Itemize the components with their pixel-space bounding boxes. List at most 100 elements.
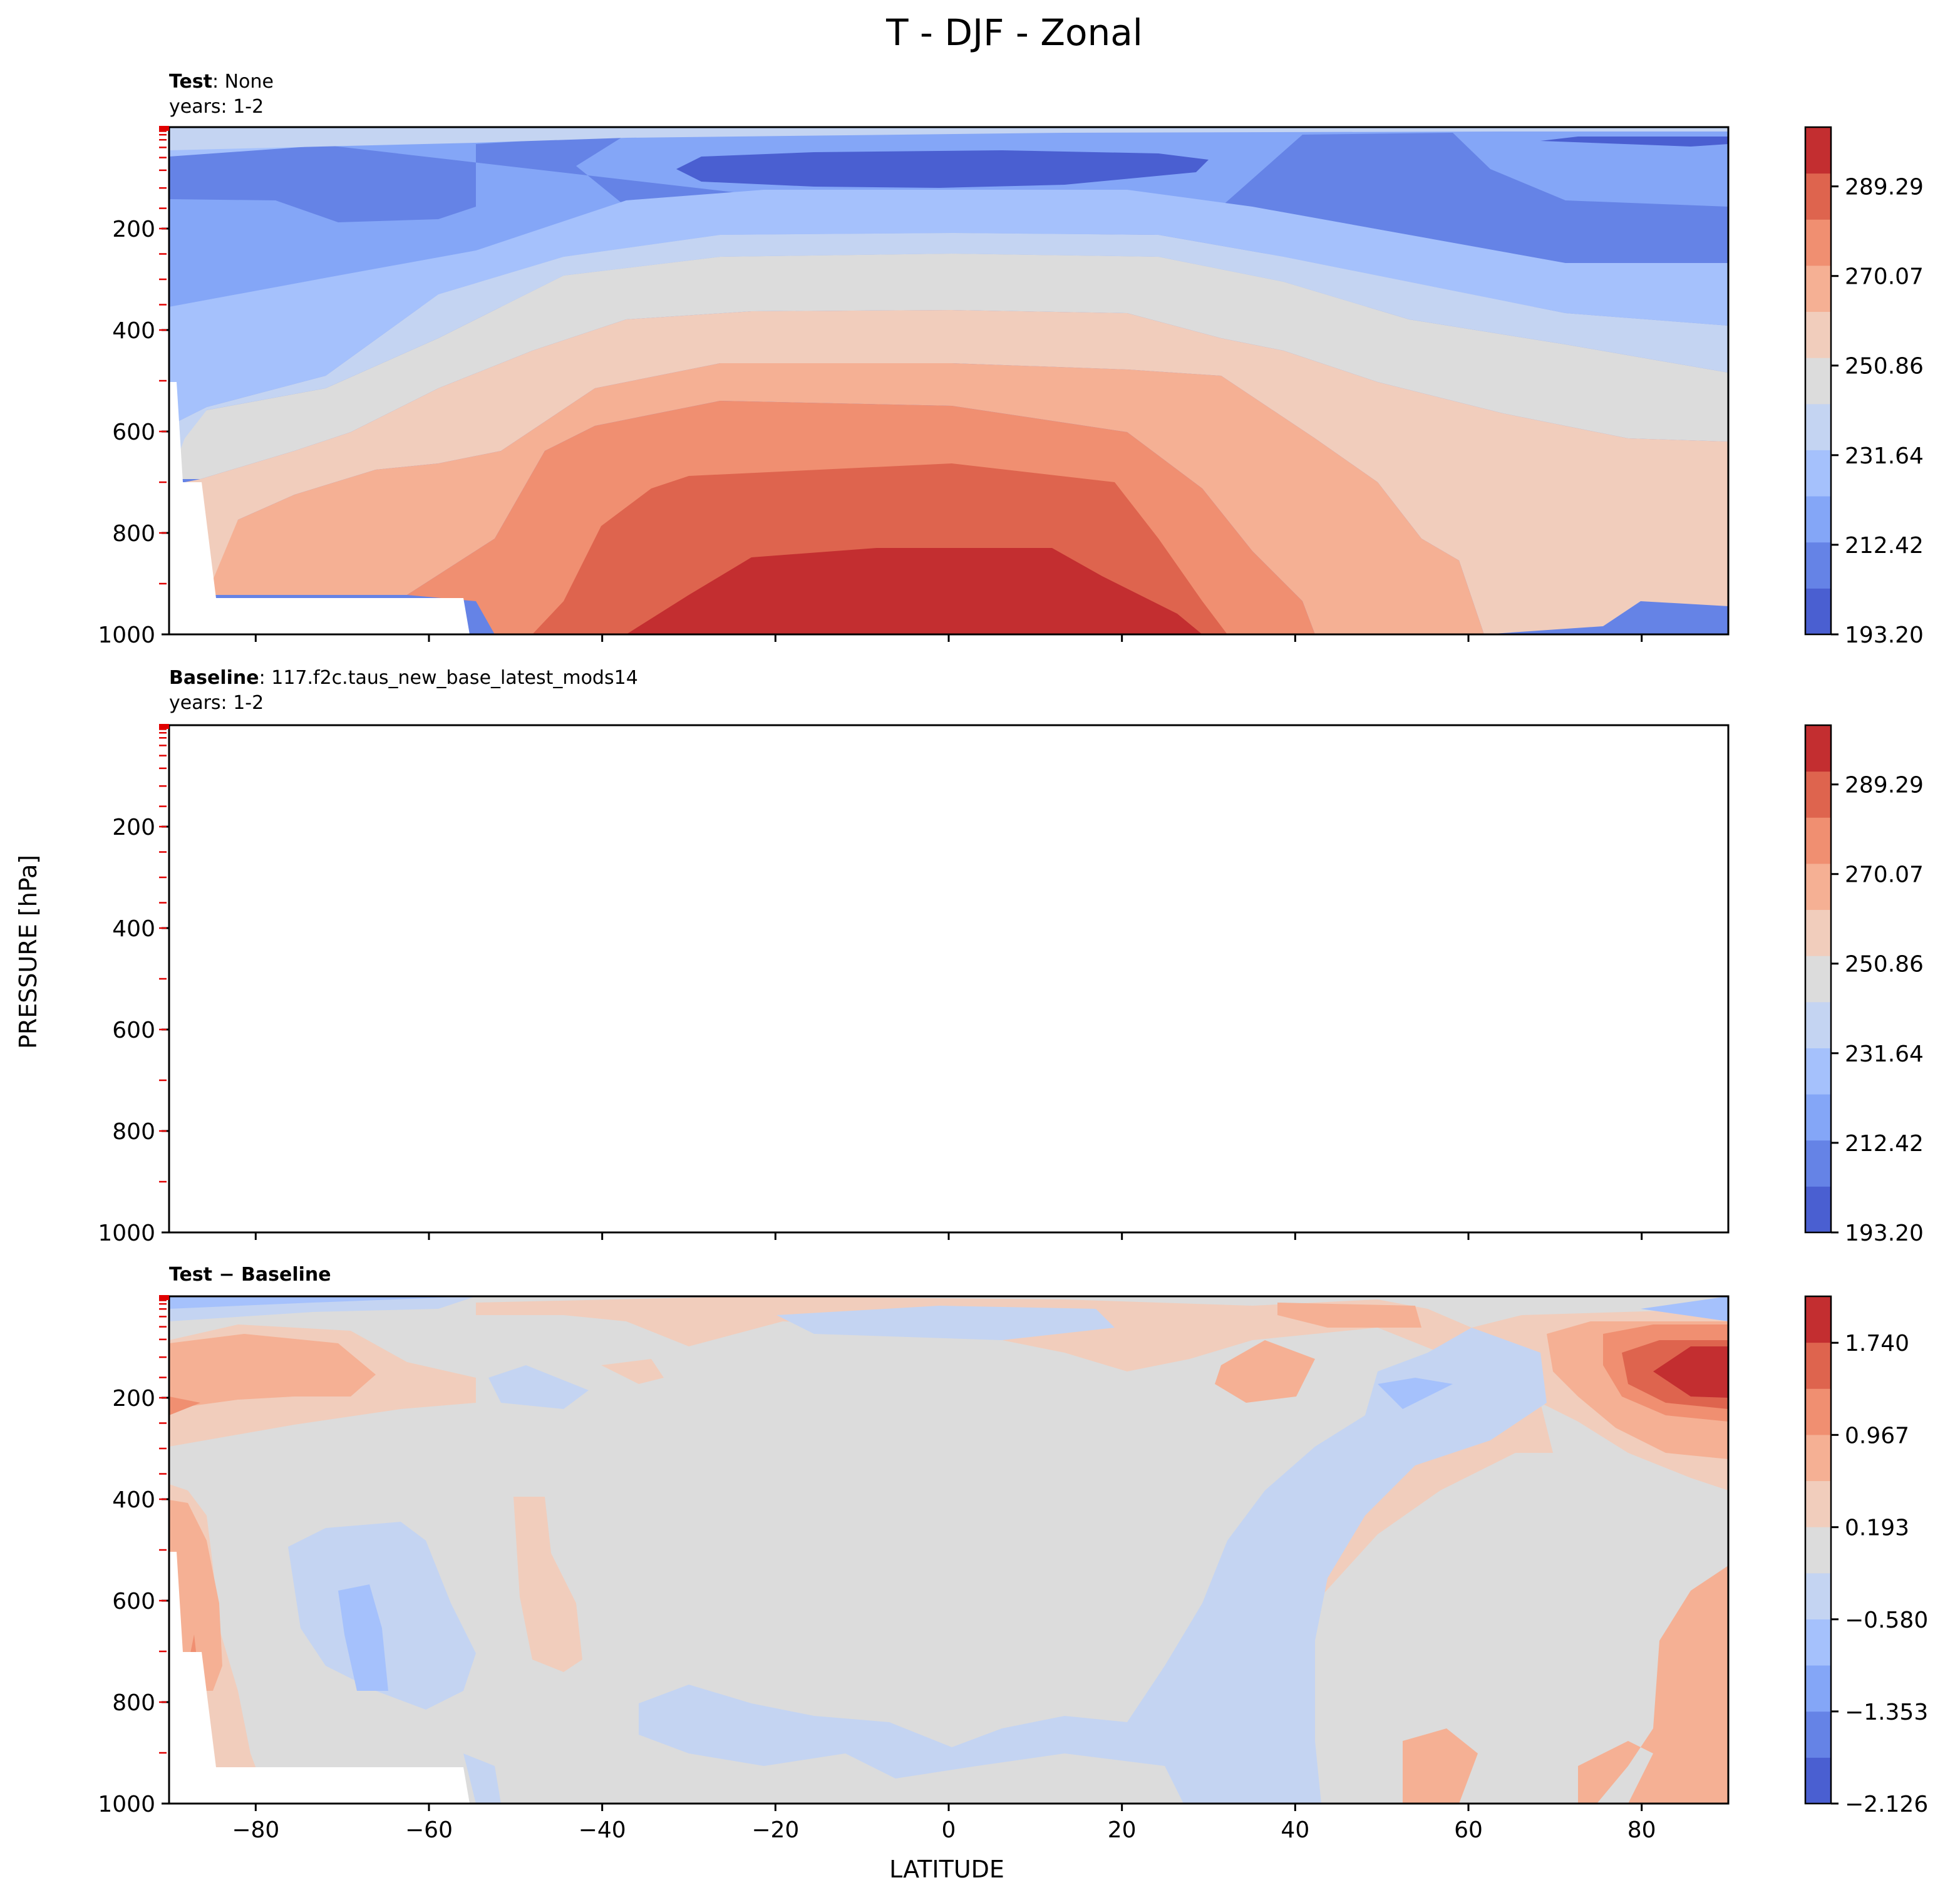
- colorbar-tick-label: −1.353: [1845, 1700, 1928, 1725]
- colorbar-segment: [1805, 588, 1831, 635]
- colorbar-segment: [1805, 311, 1831, 358]
- y-axis-label: PRESSURE [hPa]: [14, 855, 42, 1049]
- colorbar-segment: [1805, 496, 1831, 543]
- figure-title: T - DJF - Zonal: [885, 11, 1143, 54]
- colorbar-segment: [1805, 1757, 1831, 1804]
- y-tick-label: 800: [112, 1119, 155, 1145]
- contour-band-test-11: [676, 137, 1728, 188]
- contour-field-test: [169, 127, 1728, 634]
- colorbar-segment: [1805, 265, 1831, 312]
- x-tick-label: −60: [405, 1817, 453, 1843]
- contour-band-baseline-11: [676, 748, 1209, 786]
- colorbar-segment: [1805, 863, 1831, 911]
- minor-tick-cluster: [159, 724, 169, 729]
- contour-field-baseline: [169, 725, 1728, 1232]
- contour-band-baseline-10: [626, 1146, 1202, 1232]
- contour-band-test-7: [207, 363, 1484, 634]
- colorbar-segment: [1805, 1527, 1831, 1574]
- colorbar-baseline: 193.20 212.42 231.64 250.86 270.07 289.29: [1804, 724, 1924, 1246]
- y-tick-label: 1000: [98, 1792, 155, 1817]
- colorbar-test: 193.20 212.42 231.64 250.86 270.07 289.29: [1804, 126, 1924, 648]
- panel-test-title: Test: None: [169, 71, 274, 93]
- contour-band-baseline-5: [169, 852, 1728, 1077]
- surface-mask-test: [169, 382, 470, 634]
- colorbar-segment: [1805, 1388, 1831, 1435]
- x-tick-label: −20: [751, 1817, 799, 1843]
- panel-baseline: Baseline: 117.f2c.taus_new_base_latest_m…: [98, 667, 1730, 1246]
- colorbar-segment: [1805, 1665, 1831, 1712]
- panel-baseline-subtitle: years: 1-2: [169, 692, 264, 714]
- colorbar-segment: [1805, 358, 1831, 405]
- y-tick-label: 1000: [98, 1221, 155, 1246]
- colorbar-segment: [1805, 1048, 1831, 1095]
- x-tick-label: −80: [232, 1817, 279, 1843]
- contour-band-baseline-3: [169, 725, 1728, 1024]
- colorbar-segment: [1805, 1094, 1831, 1141]
- colorbar-segment: [1805, 127, 1831, 174]
- panel-baseline-title-rest: : 117.f2c.taus_new_base_latest_mods14: [259, 667, 638, 689]
- colorbar-tick-label: 231.64: [1845, 443, 1924, 469]
- x-axis-baseline: [254, 1232, 1643, 1240]
- x-tick-label: 20: [1108, 1817, 1137, 1843]
- colorbar-tick-label: 250.86: [1845, 354, 1924, 379]
- colorbar-segment: [1805, 403, 1831, 450]
- colorbar-segment: [1805, 173, 1831, 220]
- contour-band-difference-7: [169, 1296, 1547, 1804]
- colorbar-tick-label: 212.42: [1845, 533, 1924, 559]
- colorbar-tick-label: −0.580: [1845, 1608, 1928, 1633]
- panel-difference-title: Test − Baseline: [169, 1264, 331, 1286]
- minor-ticks-baseline: [159, 724, 169, 1183]
- contour-band-baseline-8: [407, 999, 1315, 1232]
- y-axis-difference: 200 400 600 800 1000: [98, 1386, 169, 1817]
- panel-test-title-bold: Test: [169, 71, 212, 93]
- colorbar-tick-label: 270.07: [1845, 862, 1924, 888]
- colorbar-segment: [1805, 1001, 1831, 1048]
- contour-field-difference: [169, 1296, 1728, 1804]
- x-axis-difference: −80 −60 −40 −20 0 20 40 60 80: [232, 1804, 1656, 1843]
- colorbar-tick-label: 193.20: [1845, 1221, 1924, 1246]
- contour-band-test-5: [169, 254, 1728, 479]
- colorbar-segment: [1805, 542, 1831, 589]
- colorbar-segment: [1805, 771, 1831, 818]
- x-tick-label: 40: [1281, 1817, 1309, 1843]
- contour-band-test-10: [626, 548, 1202, 634]
- y-tick-label: 1000: [98, 622, 155, 648]
- colorbar-segment: [1805, 450, 1831, 497]
- colorbar-tick-label: 270.07: [1845, 264, 1924, 290]
- colorbar-segment: [1805, 1619, 1831, 1666]
- contour-band-difference-3: [169, 1303, 1728, 1804]
- colorbar-frame: [1804, 1295, 1832, 1805]
- colorbar-segment: [1805, 1140, 1831, 1187]
- colorbar-segment: [1805, 1296, 1831, 1343]
- colorbar-segment: [1805, 1434, 1831, 1482]
- y-tick-label: 600: [112, 1018, 155, 1043]
- x-axis-label: LATITUDE: [889, 1856, 1004, 1883]
- x-tick-label: 0: [942, 1817, 956, 1843]
- colorbar-difference: −2.126 −1.353 −0.580 0.193 0.967 1.740: [1804, 1295, 1928, 1817]
- panel-baseline-title: Baseline: 117.f2c.taus_new_base_latest_m…: [169, 667, 638, 689]
- contour-band-test-3: [169, 127, 1728, 426]
- y-tick-label: 800: [112, 521, 155, 547]
- x-tick-label: 80: [1627, 1817, 1656, 1843]
- colorbar-segment: [1805, 956, 1831, 1003]
- panel-test-title-rest: : None: [212, 71, 274, 93]
- y-tick-label: 200: [112, 815, 155, 840]
- colorbar-segment: [1805, 1711, 1831, 1758]
- x-tick-label: −40: [579, 1817, 626, 1843]
- contour-band-difference-6: [1653, 1346, 1728, 1398]
- colorbar-tick-label: −2.126: [1845, 1792, 1928, 1817]
- colorbar-segment: [1805, 219, 1831, 266]
- contour-band-test-4: [169, 127, 1728, 479]
- x-axis-test: [254, 634, 1643, 642]
- colorbar-frame: [1804, 126, 1832, 636]
- colorbar-tick-label: 0.193: [1845, 1515, 1909, 1541]
- colorbar-tick-label: 0.967: [1845, 1423, 1909, 1448]
- contour-band-baseline-4: [169, 725, 1728, 1077]
- colorbar-segment: [1805, 817, 1831, 864]
- colorbar-segment: [1805, 1480, 1831, 1527]
- y-tick-label: 400: [112, 318, 155, 344]
- colorbar-segment: [1805, 1342, 1831, 1389]
- colorbar-tick-label: 289.29: [1845, 175, 1924, 200]
